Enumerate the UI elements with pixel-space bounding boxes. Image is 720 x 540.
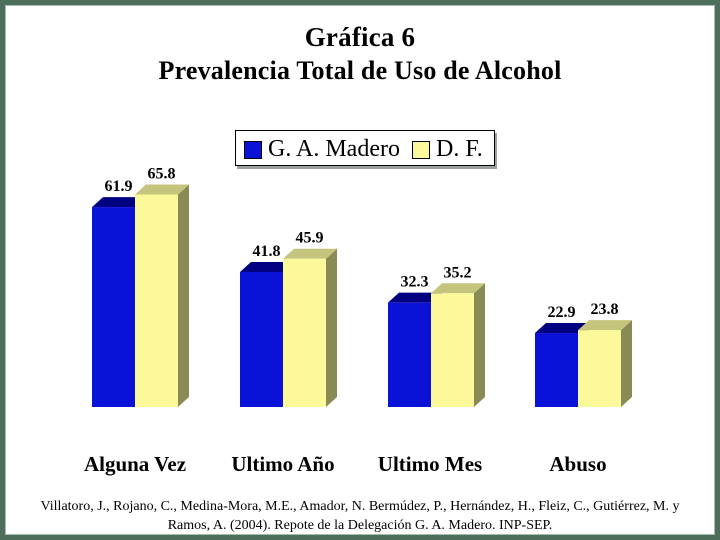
legend-label-df: D. F. (436, 136, 483, 162)
category-label-alguna-vez: Alguna Vez (83, 452, 187, 476)
bar (535, 333, 578, 407)
bar-side (474, 283, 485, 407)
bar-top (578, 320, 632, 331)
bar-top (135, 184, 189, 195)
bar (388, 302, 431, 407)
data-label: 23.8 (591, 301, 619, 318)
bar-top (92, 197, 146, 208)
category-label-ultimo-ano: Ultimo Año (231, 452, 335, 476)
bar-side (621, 320, 632, 407)
bar (283, 258, 326, 407)
bar-side (326, 248, 337, 407)
legend-swatch-ga-madero (244, 140, 262, 159)
data-label: 35.2 (444, 264, 472, 281)
bar (578, 330, 621, 407)
slide-inner-border (5, 5, 715, 535)
bar-top (388, 292, 442, 303)
bar-side (178, 184, 189, 407)
data-label: 22.9 (548, 304, 576, 321)
chart-title: Gráfica 6 (304, 22, 416, 52)
bar-top (431, 283, 485, 294)
bar-top (283, 248, 337, 259)
bar-top (240, 261, 294, 272)
legend-label-ga-madero: G. A. Madero (268, 136, 400, 162)
bar-top (535, 323, 589, 334)
bar (240, 271, 283, 407)
category-label-abuso: Abuso (549, 452, 607, 476)
source-citation: Villatoro, J., Rojano, C., Medina-Mora, … (40, 499, 680, 533)
bar (135, 194, 178, 407)
chart-legend: G. A. Madero D. F. (235, 130, 495, 166)
bar (431, 293, 474, 407)
data-label: 45.9 (296, 230, 324, 247)
data-label: 65.8 (148, 165, 176, 182)
category-label-ultimo-mes: Ultimo Mes (377, 452, 483, 476)
chart-subtitle: Prevalencia Total de Uso de Alcohol (158, 56, 562, 85)
data-label: 61.9 (105, 178, 133, 195)
bar (92, 207, 135, 407)
data-label: 32.3 (401, 274, 429, 291)
legend-item-ga-madero: G. A. Madero (244, 136, 400, 163)
data-label: 41.8 (253, 243, 281, 260)
legend-swatch-df (412, 140, 430, 159)
legend-item-df: D. F. (412, 136, 483, 163)
